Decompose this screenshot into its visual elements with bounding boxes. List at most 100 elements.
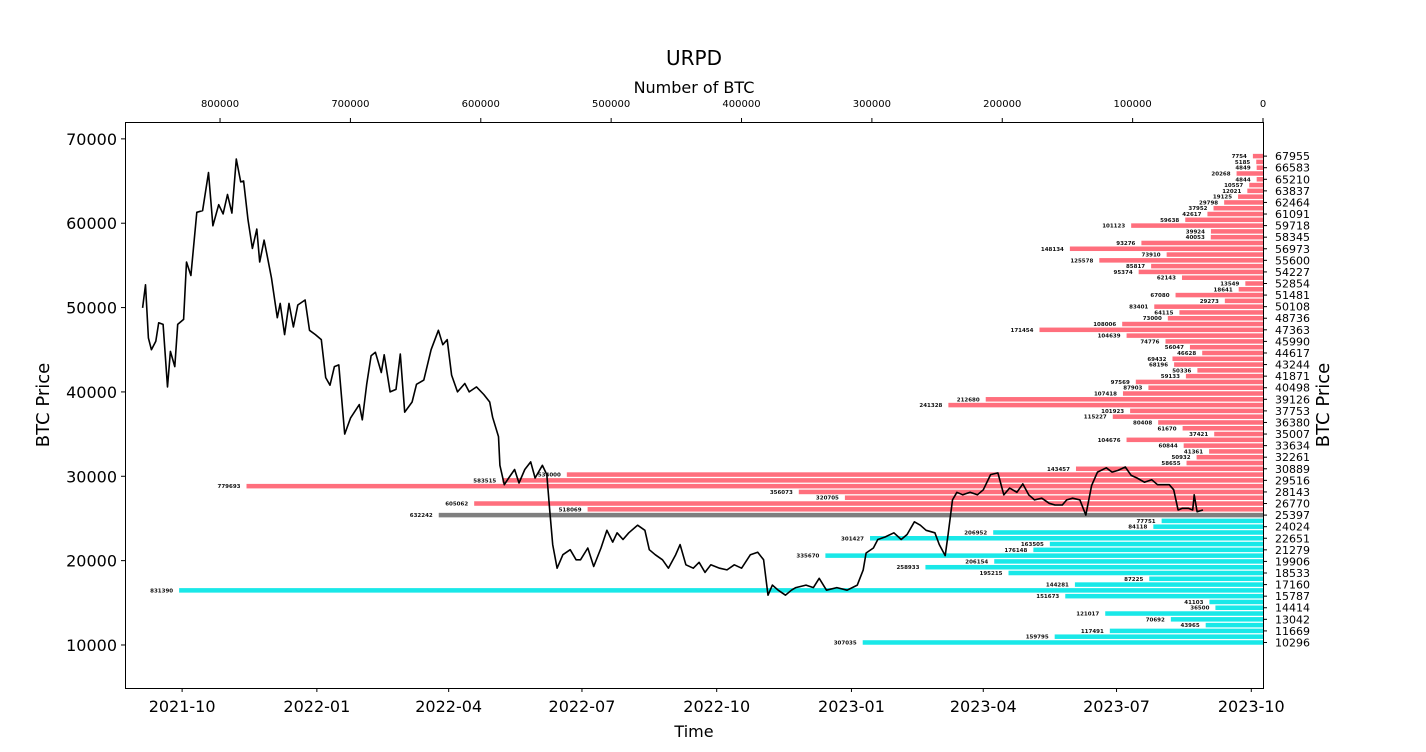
urpd-bar <box>1213 205 1263 211</box>
urpd-bar <box>1252 153 1263 159</box>
urpd-bar <box>870 536 1263 541</box>
bar-value-label: 206154 <box>965 559 988 565</box>
urpd-bar <box>1112 414 1263 419</box>
right-y-tick-label: 56973 <box>1275 243 1310 256</box>
bar-value-label: 605062 <box>445 502 468 508</box>
urpd-bar <box>1172 356 1263 362</box>
time-tick-label: 2022-07 <box>549 697 616 716</box>
bar-value-label: 19125 <box>1213 195 1232 201</box>
bar-value-label: 104676 <box>1098 438 1121 444</box>
bar-value-label: 159795 <box>1026 635 1049 641</box>
bar-value-label: 307035 <box>834 640 857 646</box>
urpd-bar <box>1122 391 1263 396</box>
plot-area-frame <box>125 122 1264 689</box>
bar-value-label: 115227 <box>1084 415 1107 421</box>
bar-value-label: 518069 <box>559 507 582 513</box>
urpd-bar <box>825 553 1263 558</box>
top-x-axis-label: Number of BTC <box>634 78 755 97</box>
top-x-tick-label: 700000 <box>331 99 369 110</box>
urpd-bar <box>1149 576 1263 582</box>
x-axis-label: Time <box>673 722 713 741</box>
urpd-bar <box>862 640 1263 645</box>
bar-value-label: 56047 <box>1165 345 1184 351</box>
left-y-tick-label: 30000 <box>66 467 117 486</box>
urpd-bar <box>1170 617 1263 622</box>
bar-value-label: 301427 <box>841 536 864 542</box>
right-y-tick-label: 37753 <box>1275 405 1310 418</box>
urpd-bar <box>1167 315 1263 321</box>
urpd-bar <box>1166 252 1263 257</box>
time-tick-label: 2021-10 <box>149 697 216 716</box>
urpd-bar <box>1054 634 1263 639</box>
bar-value-label: 121017 <box>1076 612 1099 618</box>
urpd-bar <box>1099 258 1263 263</box>
urpd-bar <box>1224 298 1263 304</box>
urpd-bar <box>1210 234 1263 240</box>
right-y-tick-label: 21279 <box>1275 544 1310 557</box>
right-y-tick-label: 41871 <box>1275 370 1310 383</box>
urpd-bar <box>1065 593 1263 599</box>
top-x-tick-label: 800000 <box>201 99 239 110</box>
right-y-tick-label: 30889 <box>1275 463 1310 476</box>
right-y-tick-label: 66583 <box>1275 162 1310 175</box>
urpd-bar <box>798 489 1263 495</box>
urpd-bar <box>1148 385 1263 390</box>
urpd-bar <box>1033 547 1263 553</box>
urpd-bar <box>1141 240 1263 246</box>
urpd-bar <box>1207 211 1263 217</box>
bar-value-label: 258933 <box>896 565 919 571</box>
right-y-tick-label: 50108 <box>1275 301 1310 314</box>
bar-value-label: 241328 <box>919 403 942 409</box>
bar-value-label: 87903 <box>1123 386 1142 392</box>
bar-value-label: 104639 <box>1098 334 1121 340</box>
right-y-tick-label: 39126 <box>1275 393 1310 406</box>
right-y-tick-label: 52854 <box>1275 278 1310 291</box>
bar-value-label: 62143 <box>1157 276 1176 282</box>
bar-value-label: 125578 <box>1070 258 1093 264</box>
bar-value-label: 74776 <box>1140 339 1159 345</box>
bar-value-label: 356073 <box>770 490 793 496</box>
btc-price-line <box>141 158 1204 597</box>
urpd-bar <box>1245 281 1263 286</box>
urpd-bar <box>1209 449 1263 454</box>
time-tick-label: 2023-10 <box>1218 697 1285 716</box>
bar-value-label: 61670 <box>1157 426 1176 432</box>
bar-value-label: 36500 <box>1190 606 1209 612</box>
right-y-tick-label: 19906 <box>1275 555 1310 568</box>
bar-value-label: 84118 <box>1128 525 1147 531</box>
right-y-tick-label: 22651 <box>1275 532 1310 545</box>
right-y-tick-label: 14414 <box>1275 602 1310 615</box>
bar-value-label: 83401 <box>1129 305 1148 311</box>
bar-value-label: 831390 <box>150 588 173 594</box>
bar-value-label: 41361 <box>1184 449 1203 455</box>
top-x-tick-label: 300000 <box>853 99 891 110</box>
right-y-tick-label: 63837 <box>1275 185 1310 198</box>
urpd-bar <box>1126 333 1263 338</box>
urpd-bar <box>1256 177 1263 182</box>
urpd-bar <box>1209 599 1263 605</box>
right-y-tick-label: 45990 <box>1275 335 1310 348</box>
top-x-tick-label: 0 <box>1260 99 1266 110</box>
price-line-group <box>141 158 1204 597</box>
urpd-bar <box>1122 321 1263 327</box>
bar-value-label: 60844 <box>1159 444 1178 450</box>
bar-value-label: 93276 <box>1116 241 1135 247</box>
right-y-tick-label: 65210 <box>1275 173 1310 186</box>
right-y-tick-label: 17160 <box>1275 579 1310 592</box>
right-y-tick-label: 28143 <box>1275 486 1310 499</box>
bar-value-label: 37421 <box>1189 432 1208 438</box>
bar-value-label: 206952 <box>964 530 987 536</box>
urpd-bar <box>1247 188 1263 194</box>
bar-value-label: 97569 <box>1111 380 1130 386</box>
left-y-tick-label: 70000 <box>66 130 117 149</box>
bar-value-label: 29273 <box>1200 299 1219 305</box>
urpd-bar <box>1069 246 1263 252</box>
right-y-tick-label: 44617 <box>1275 347 1310 360</box>
bar-value-label: 320705 <box>816 496 839 502</box>
time-tick-label: 2022-01 <box>283 697 350 716</box>
bar-value-label: 68196 <box>1149 363 1168 369</box>
urpd-bar <box>1197 368 1263 373</box>
urpd-bar <box>1165 339 1263 344</box>
bar-value-label: 40053 <box>1186 235 1205 241</box>
y-axis-label-left: BTC Price <box>33 363 54 448</box>
